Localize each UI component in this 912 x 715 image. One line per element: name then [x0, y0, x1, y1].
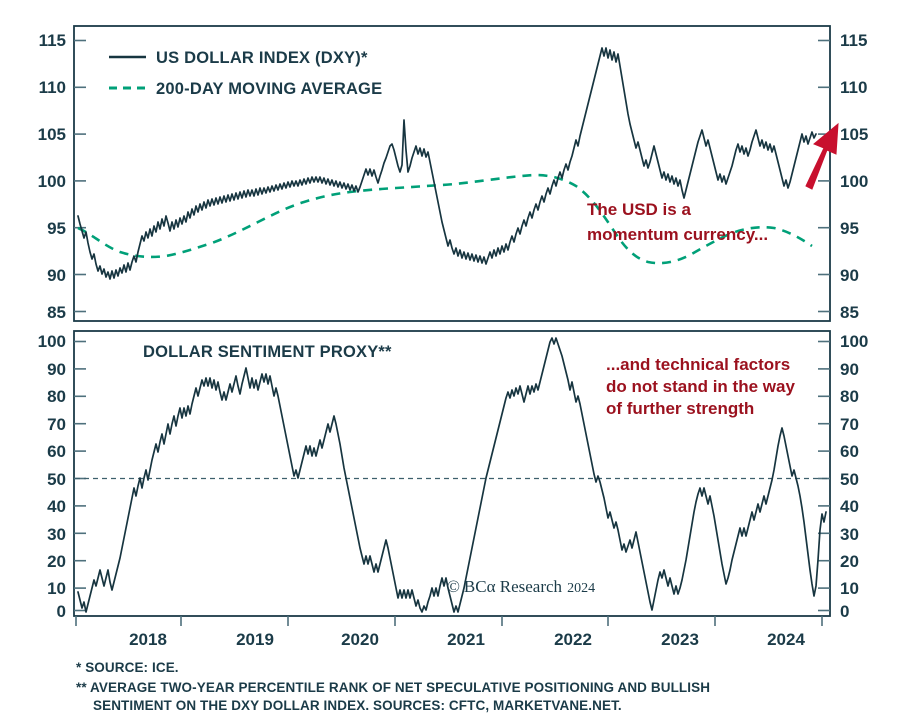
x-label-2020: 2020 — [341, 630, 379, 649]
y-label-left-60: 60 — [47, 442, 66, 461]
y-label-left-95: 95 — [47, 219, 66, 238]
up-right-arrow-icon — [805, 122, 839, 190]
series-dollar-sentiment-proxy — [77, 337, 827, 613]
top-panel-legend: US DOLLAR INDEX (DXY)* 200-DAY MOVING AV… — [109, 49, 382, 98]
x-label-2021: 2021 — [447, 630, 485, 649]
y-label-right-70: 70 — [840, 415, 859, 434]
bottom-panel-y-labels-right: 100 90 80 70 60 50 40 30 20 10 0 — [840, 332, 868, 621]
y-label-right-10: 10 — [840, 579, 859, 598]
x-axis: 2018 2019 2020 2021 2022 2023 2024 — [75, 616, 823, 649]
bottom-panel-right-ticks — [818, 340, 830, 612]
annotation-line-3: of further strength — [606, 399, 754, 418]
y-label-right-85: 85 — [840, 303, 859, 322]
x-label-2023: 2023 — [661, 630, 699, 649]
x-label-2022: 2022 — [554, 630, 592, 649]
y-label-right-50: 50 — [840, 470, 859, 489]
y-label-left-115: 115 — [39, 31, 66, 50]
top-panel-y-labels-left: 115 110 105 100 95 90 85 — [38, 31, 66, 322]
y-label-right-90: 90 — [840, 266, 859, 285]
y-label-right-110: 110 — [840, 78, 867, 97]
series-200day-moving-average — [77, 173, 813, 265]
annotation-line-2: momentum currency... — [587, 225, 768, 244]
bottom-panel-annotation: ...and technical factors do not stand in… — [606, 355, 795, 418]
legend-label-moving-average: 200-DAY MOVING AVERAGE — [156, 80, 382, 98]
y-label-right-30: 30 — [840, 525, 859, 544]
x-label-2018: 2018 — [129, 630, 167, 649]
top-panel-right-ticks — [818, 39, 830, 313]
x-label-2024: 2024 — [767, 630, 805, 649]
y-label-right-0: 0 — [840, 602, 849, 621]
y-label-left-50: 50 — [47, 470, 66, 489]
y-label-right-20: 20 — [840, 552, 859, 571]
y-label-left-40: 40 — [47, 497, 66, 516]
footnote-methodology-line-1: ** AVERAGE TWO-YEAR PERCENTILE RANK OF N… — [76, 680, 710, 695]
footnote-source-ice: * SOURCE: ICE. — [76, 660, 179, 675]
copyright-year: 2024 — [567, 581, 595, 596]
top-panel: 115 110 105 100 95 90 85 115 110 105 100… — [38, 25, 868, 322]
y-label-left-20: 20 — [47, 552, 66, 571]
copyright-brand: BCα Research — [464, 577, 563, 596]
footnotes: * SOURCE: ICE. ** AVERAGE TWO-YEAR PERCE… — [76, 660, 710, 713]
y-label-left-10: 10 — [47, 579, 66, 598]
y-label-left-85: 85 — [47, 303, 66, 322]
top-panel-y-labels-right: 115 110 105 100 95 90 85 — [840, 31, 868, 322]
series-us-dollar-index — [77, 47, 817, 280]
bottom-panel-frame — [73, 330, 831, 617]
copyright-symbol: © — [447, 577, 460, 596]
y-label-left-110: 110 — [39, 78, 66, 97]
y-label-right-105: 105 — [840, 125, 868, 144]
y-label-left-100: 100 — [38, 172, 66, 191]
y-label-left-70: 70 — [47, 415, 66, 434]
bottom-panel: 100 90 80 70 60 50 40 30 20 10 0 100 90 … — [38, 330, 868, 621]
y-label-left-90: 90 — [47, 360, 66, 379]
y-label-right-80: 80 — [840, 387, 859, 406]
y-label-right-40: 40 — [840, 497, 859, 516]
x-label-2019: 2019 — [236, 630, 274, 649]
annotation-line-1: ...and technical factors — [606, 355, 790, 374]
bottom-panel-y-labels-left: 100 90 80 70 60 50 40 30 20 10 0 — [38, 332, 66, 621]
footnote-methodology-line-2: SENTIMENT ON THE DXY DOLLAR INDEX. SOURC… — [93, 698, 622, 713]
y-label-left-90: 90 — [47, 266, 66, 285]
legend-label-dxy: US DOLLAR INDEX (DXY)* — [156, 49, 368, 67]
annotation-line-2: do not stand in the way — [606, 377, 795, 396]
y-label-right-100: 100 — [840, 172, 868, 191]
y-label-right-95: 95 — [840, 219, 859, 238]
y-label-right-60: 60 — [840, 442, 859, 461]
top-panel-annotation: The USD is a momentum currency... — [587, 200, 768, 244]
y-label-left-100: 100 — [38, 332, 66, 351]
y-label-left-80: 80 — [47, 387, 66, 406]
top-panel-frame — [73, 25, 831, 322]
y-label-left-30: 30 — [47, 525, 66, 544]
y-label-left-0: 0 — [57, 602, 66, 621]
copyright-notice: © BCα Research 2024 — [447, 577, 595, 596]
bottom-panel-title: DOLLAR SENTIMENT PROXY** — [143, 343, 392, 361]
y-label-right-100: 100 — [840, 332, 868, 351]
y-label-right-90: 90 — [840, 360, 859, 379]
y-label-right-115: 115 — [840, 31, 867, 50]
y-label-left-105: 105 — [38, 125, 66, 144]
annotation-line-1: The USD is a — [587, 200, 691, 219]
